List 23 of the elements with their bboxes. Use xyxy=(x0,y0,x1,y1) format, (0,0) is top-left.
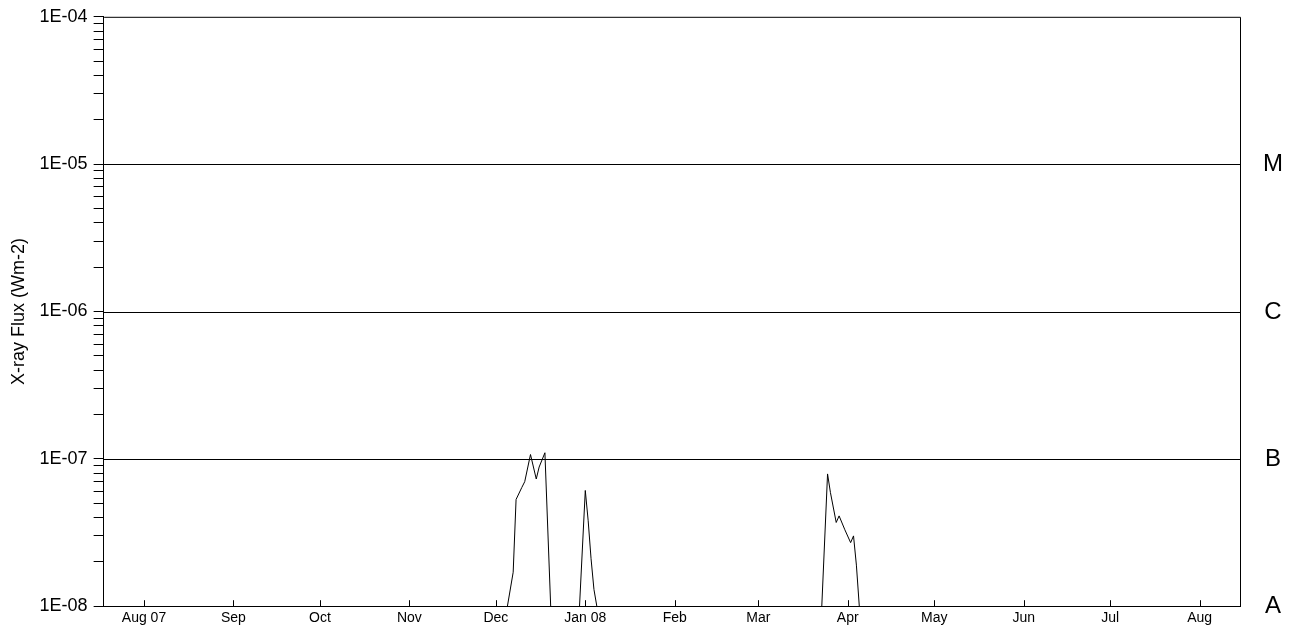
ref-line-label: M xyxy=(1263,149,1283,177)
ref-line-label: B xyxy=(1264,444,1282,472)
y-tick-label: 1E-06 xyxy=(39,300,88,321)
x-tick-label: Sep xyxy=(220,609,247,626)
y-tick-label: 1E-08 xyxy=(39,595,88,616)
x-tick-label: Nov xyxy=(396,609,422,626)
x-tick-label: Aug xyxy=(1187,609,1213,626)
y-tick-label: 1E-04 xyxy=(39,5,88,26)
x-tick-label: Apr xyxy=(836,609,859,626)
text: A xyxy=(1264,590,1282,618)
ref-line-label: C xyxy=(1264,297,1282,325)
x-tick-label: Mar xyxy=(746,609,771,626)
x-tick-label: Jan 08 xyxy=(564,609,607,626)
y-tick-label: 1E-07 xyxy=(39,447,88,468)
x-tick-label: Jun xyxy=(1012,609,1035,626)
y-axis-title: X-ray Flux (Wm-2) xyxy=(7,238,28,385)
x-tick-label: May xyxy=(921,609,948,626)
y-tick-label: 1E-05 xyxy=(39,153,88,174)
x-tick-label: Jul xyxy=(1101,609,1120,626)
x-tick-label: Aug 07 xyxy=(121,609,167,626)
x-tick-label: Feb xyxy=(662,609,687,626)
x-tick-label: Oct xyxy=(309,609,331,626)
x-tick-label: Dec xyxy=(483,609,509,626)
